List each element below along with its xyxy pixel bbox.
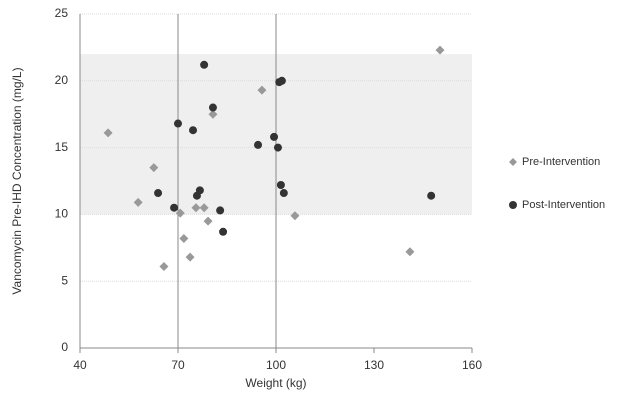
point — [103, 128, 113, 138]
point — [174, 119, 182, 128]
point — [427, 191, 436, 200]
point — [208, 109, 218, 119]
legend-label: Pre-Intervention — [522, 156, 600, 168]
y-tick-label: 10 — [55, 207, 69, 221]
point — [290, 211, 300, 221]
point — [154, 189, 163, 198]
y-tick-label: 15 — [55, 140, 69, 154]
y-tick-label: 0 — [61, 340, 68, 354]
point — [175, 208, 185, 218]
point — [170, 203, 179, 212]
legend-marker — [509, 201, 517, 209]
point — [208, 103, 217, 112]
y-tick-label: 20 — [55, 73, 69, 87]
x-tick-label: 160 — [462, 358, 482, 372]
point — [149, 163, 159, 173]
point — [195, 186, 204, 195]
point — [273, 143, 282, 152]
point — [199, 203, 209, 213]
point — [257, 85, 267, 95]
x-axis-label: Weight (kg) — [245, 376, 306, 390]
point — [179, 233, 189, 243]
point — [270, 132, 279, 141]
point — [191, 203, 201, 213]
x-tick-label: 100 — [266, 358, 286, 372]
point — [279, 189, 288, 198]
point — [216, 206, 225, 215]
y-axis-label: Vancomycin Pre-IHD Concentration (mg/L) — [10, 67, 24, 294]
point — [203, 216, 213, 226]
point — [219, 227, 228, 236]
x-tick-label: 40 — [73, 358, 87, 372]
point — [133, 197, 143, 207]
y-tick-label: 25 — [55, 6, 69, 20]
x-tick-label: 130 — [364, 358, 384, 372]
point — [277, 76, 286, 85]
point — [405, 247, 415, 257]
legend-marker — [509, 158, 517, 166]
y-tick-label: 5 — [61, 273, 68, 287]
point — [159, 262, 169, 272]
point — [254, 140, 263, 149]
point — [189, 126, 198, 135]
point — [435, 45, 445, 55]
point — [200, 60, 209, 69]
legend-label: Post-Intervention — [522, 199, 605, 211]
x-tick-label: 70 — [171, 358, 185, 372]
point — [185, 252, 195, 262]
point — [276, 181, 285, 190]
